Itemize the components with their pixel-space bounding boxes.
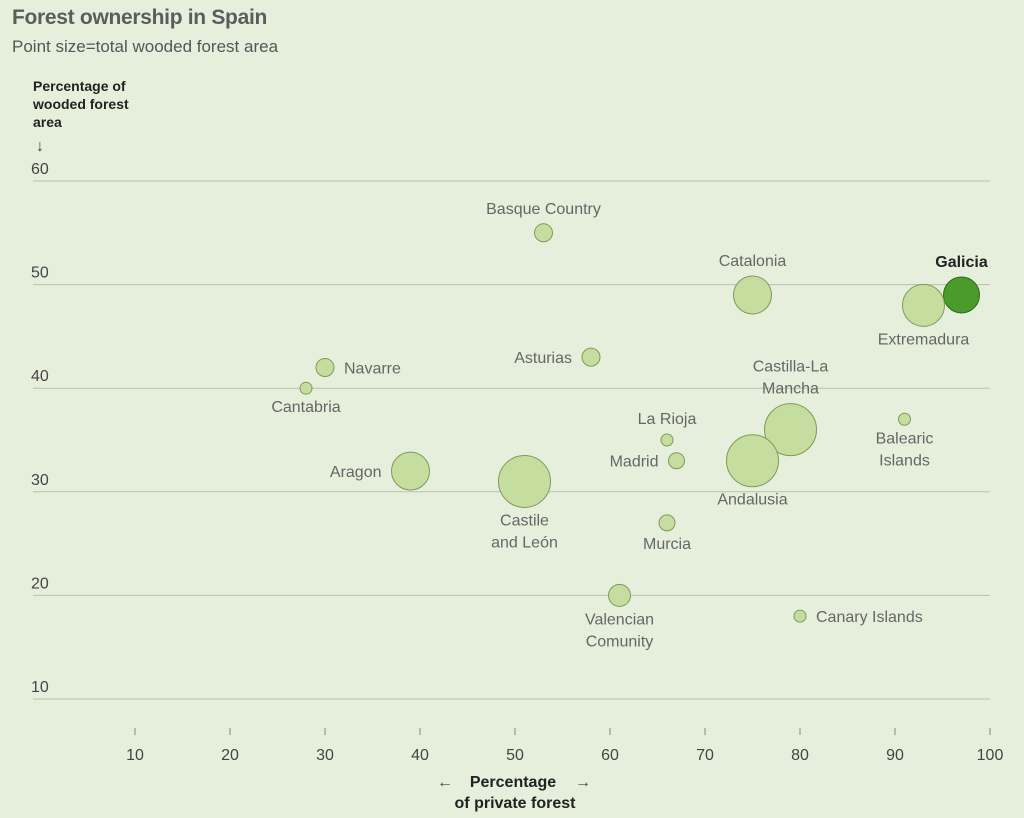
y-tick-label: 30	[31, 472, 49, 489]
down-arrow-icon: ↓	[36, 138, 44, 155]
data-point	[793, 609, 807, 623]
point-label: Balearic	[876, 430, 934, 447]
point-label: La Rioja	[638, 411, 697, 428]
y-tick-label: 60	[31, 161, 49, 178]
point-label: Asturias	[514, 350, 572, 367]
x-tick-label: 80	[791, 747, 809, 764]
x-tick-label: 40	[411, 747, 429, 764]
point-label: Basque Country	[486, 201, 601, 218]
point-label: Galicia	[935, 254, 988, 271]
point-label: Extremadura	[878, 331, 970, 348]
x-tick-label: 100	[977, 747, 1004, 764]
x-tick-label: 90	[886, 747, 904, 764]
point-label: Castilla-La	[753, 359, 829, 376]
data-point	[608, 583, 631, 607]
point-label: and León	[491, 534, 558, 551]
chart-subtitle: Point size=total wooded forest area	[12, 37, 279, 56]
point-label: Valencian	[585, 611, 654, 628]
point-label: Madrid	[610, 454, 659, 471]
data-point	[726, 434, 779, 488]
x-axis-label: of private forest	[455, 795, 577, 812]
y-tick-label: 10	[31, 679, 49, 696]
x-axis-label: Percentage	[470, 774, 556, 791]
x-tick-label: 50	[506, 747, 524, 764]
data-point	[902, 283, 945, 327]
data-point	[660, 433, 674, 447]
point-label: Andalusia	[717, 492, 787, 509]
point-label: Castile	[500, 512, 549, 529]
point-label: Islands	[879, 452, 930, 469]
point-label: Mancha	[762, 381, 819, 398]
point-label: Aragon	[330, 464, 382, 481]
y-tick-label: 50	[31, 265, 49, 282]
y-axis-label: Percentage of	[33, 78, 126, 94]
right-arrow-icon: →	[575, 774, 591, 791]
data-point	[658, 514, 676, 532]
x-tick-label: 20	[221, 747, 239, 764]
y-tick-label: 20	[31, 575, 49, 592]
point-label: Comunity	[586, 633, 654, 650]
y-tick-label: 40	[31, 368, 49, 385]
point-label: Navarre	[344, 360, 401, 377]
x-tick-label: 30	[316, 747, 334, 764]
data-point	[498, 454, 551, 508]
point-label: Murcia	[643, 536, 691, 553]
data-point	[943, 276, 980, 314]
data-point	[534, 223, 553, 243]
y-axis-label: wooded forest	[32, 96, 129, 112]
data-point	[898, 412, 911, 426]
x-tick-label: 70	[696, 747, 714, 764]
x-tick-label: 60	[601, 747, 619, 764]
data-point	[733, 275, 772, 315]
data-point	[668, 452, 685, 470]
y-axis-label: area	[33, 114, 62, 130]
point-label: Catalonia	[719, 253, 787, 270]
chart-title: Forest ownership in Spain	[12, 6, 268, 29]
data-point	[315, 357, 335, 377]
data-point	[299, 381, 313, 395]
point-label: Cantabria	[271, 399, 340, 416]
x-tick-label: 10	[126, 747, 144, 764]
data-point	[391, 451, 430, 491]
point-label: Canary Islands	[816, 609, 923, 626]
data-point	[581, 347, 601, 367]
left-arrow-icon: ←	[437, 774, 453, 791]
data-point	[764, 403, 817, 457]
